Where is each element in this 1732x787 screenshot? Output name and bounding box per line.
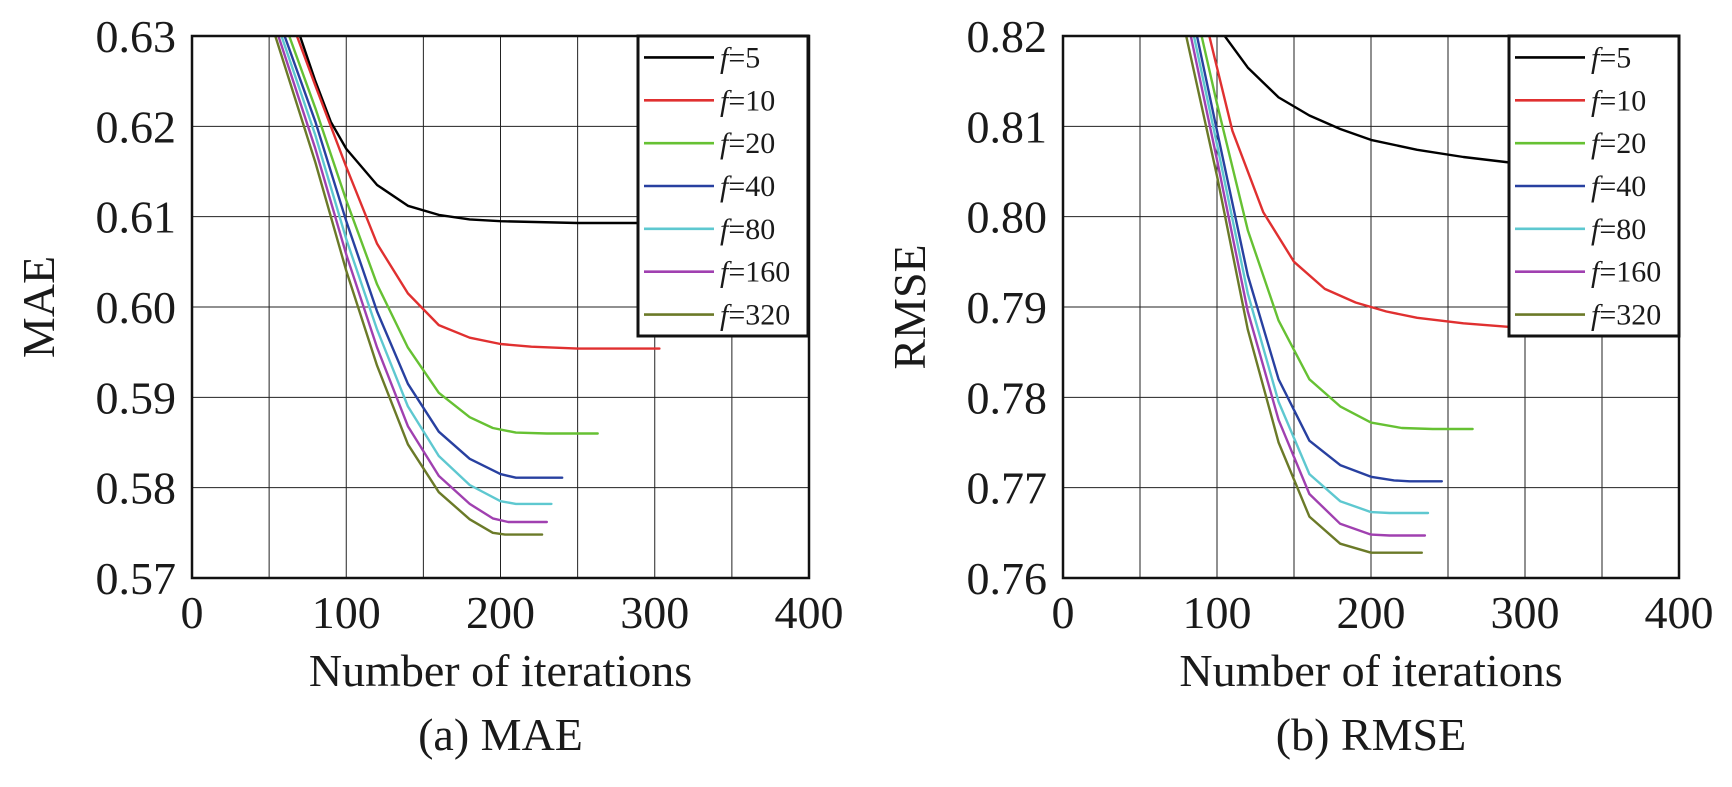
legend-label: f=80 [1591,213,1646,246]
series-line-f-20 [1200,36,1474,431]
series-line-f-10 [1208,36,1511,329]
x-tick-label: 200 [1337,587,1406,638]
y-tick-label: 0.78 [967,372,1048,423]
chart-panel-rmse: 0 100 200 300 400 0.76 0.77 0.78 0.79 0.80 0.81 0.8… [884,11,1714,760]
y-tick-label: 0.81 [967,101,1048,152]
legend-label: f=80 [720,213,775,246]
legend-label: f=40 [720,170,775,203]
series-line-f-40 [283,36,564,479]
series-line-f-80 [280,36,553,506]
series-line-f-5 [298,36,656,225]
y-tick-label: 0.79 [967,282,1048,333]
series-line-f-320 [274,36,544,536]
y-tick-label: 0.76 [967,553,1048,604]
panel-caption: (a) MAE [418,709,583,760]
panel-caption: (b) RMSE [1276,709,1466,760]
x-tick-label: 300 [1491,587,1560,638]
y-tick-label: 0.58 [96,463,177,514]
x-axis-title: Number of iterations [309,645,692,696]
x-tick-label: 400 [1645,587,1714,638]
legend-label: f=20 [720,127,775,160]
y-tick-label: 0.80 [967,192,1048,243]
series-line-f-80 [1192,36,1430,515]
series-line-f-320 [1184,36,1424,554]
x-tick-label: 100 [1183,587,1252,638]
series-line-f-10 [295,36,661,350]
x-axis-title: Number of iterations [1179,645,1562,696]
series-line-f-160 [1189,36,1427,537]
legend-label: f=320 [720,299,790,332]
y-tick-label: 0.61 [96,192,177,243]
legend-label: f=320 [1591,299,1661,332]
legend-label: f=160 [720,256,790,289]
legend-label: f=10 [720,84,775,117]
y-tick-label: 0.63 [96,11,177,62]
legend: f=5 f=10 f=20 f=40 f=80 f=160 f=320 [636,34,810,338]
legend: f=5 f=10 f=20 f=40 f=80 f=160 f=320 [1507,34,1681,338]
y-tick-label: 0.60 [96,282,177,333]
legend-label: f=160 [1591,256,1661,289]
x-tick-label: 0 [181,587,204,638]
series-line-f-160 [277,36,548,524]
y-tick-label: 0.57 [96,553,177,604]
y-axis-title: MAE [13,256,64,358]
y-axis-title: RMSE [884,244,935,369]
legend-label: f=5 [1591,41,1631,74]
x-tick-label: 0 [1052,587,1075,638]
y-tick-label: 0.82 [967,11,1048,62]
x-tick-label: 400 [775,587,844,638]
y-tick-label: 0.62 [96,101,177,152]
x-tick-label: 200 [466,587,535,638]
y-tick-label: 0.77 [967,463,1048,514]
y-tick-label: 0.59 [96,372,177,423]
series-line-f-20 [288,36,599,435]
series-line-f-5 [1223,36,1511,164]
legend-label: f=20 [1591,127,1646,160]
legend-label: f=40 [1591,170,1646,203]
legend-label: f=5 [720,41,760,74]
legend-label: f=10 [1591,84,1646,117]
x-tick-label: 300 [620,587,689,638]
x-tick-label: 100 [312,587,381,638]
series-line-f-40 [1195,36,1444,483]
chart-panel-mae: 0 100 200 300 400 0.57 0.58 0.59 0.60 0.61 0.62 0.6… [13,11,844,760]
